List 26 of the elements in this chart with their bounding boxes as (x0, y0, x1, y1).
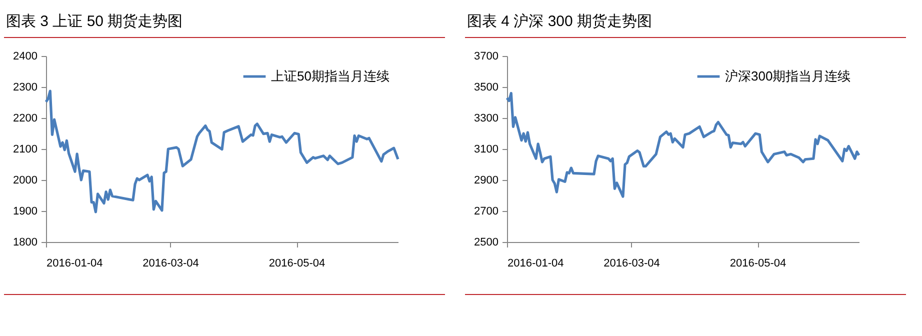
y-tick-label: 2300 (13, 82, 38, 94)
y-tick-label: 2900 (474, 174, 498, 186)
legend-label: 上证50期指当月连续 (271, 68, 390, 84)
y-tick-label: 3100 (474, 144, 498, 156)
x-tick-label: 2016-05-04 (730, 258, 786, 270)
x-tick-label: 2016-03-04 (604, 258, 660, 270)
y-tick-label: 2400 (13, 50, 38, 62)
line-series (506, 92, 860, 198)
y-tick-label: 2500 (474, 236, 498, 248)
x-tick-label: 2016-01-04 (46, 258, 103, 270)
chart-title: 图表 4 沪深 300 期货走势图 (465, 6, 906, 38)
y-tick-label: 3500 (474, 82, 498, 94)
x-tick-label: 2016-03-04 (142, 258, 199, 270)
y-tick-label: 2700 (474, 206, 498, 218)
chart-title: 图表 3 上证 50 期货走势图 (4, 6, 445, 38)
y-tick-label: 1800 (13, 236, 38, 248)
x-tick-label: 2016-01-04 (508, 258, 564, 270)
y-tick-label: 2000 (13, 174, 38, 186)
x-tick-label: 2016-05-04 (268, 258, 326, 270)
legend-label: 沪深300期指当月连续 (725, 68, 851, 84)
y-tick-label: 3300 (474, 112, 498, 124)
y-tick-label: 1900 (13, 206, 38, 218)
line-series (44, 90, 400, 214)
y-tick-label: 2100 (13, 144, 38, 156)
y-tick-label: 2200 (13, 112, 38, 124)
y-tick-label: 3700 (474, 50, 498, 62)
